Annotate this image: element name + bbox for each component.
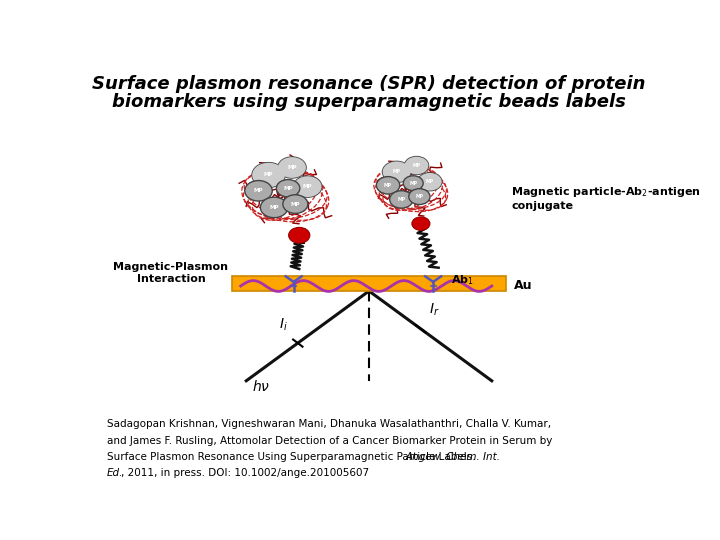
Text: MP: MP [264, 172, 274, 178]
Text: MP: MP [269, 205, 279, 210]
Text: MP: MP [291, 201, 300, 207]
Text: MP: MP [397, 197, 405, 202]
Ellipse shape [382, 161, 410, 183]
Text: MP: MP [303, 184, 312, 189]
Ellipse shape [289, 227, 310, 243]
Text: biomarkers using superparamagnetic beads labels: biomarkers using superparamagnetic beads… [112, 93, 626, 111]
Ellipse shape [278, 157, 306, 178]
Text: , 2011, in press. DOI: 10.1002/ange.201005607: , 2011, in press. DOI: 10.1002/ange.2010… [121, 468, 369, 478]
Ellipse shape [276, 180, 300, 197]
Text: MP: MP [413, 163, 420, 168]
Text: MP: MP [287, 165, 297, 170]
Text: MP: MP [426, 179, 434, 184]
Ellipse shape [377, 177, 400, 194]
Text: MP: MP [253, 188, 264, 193]
Text: MP: MP [409, 181, 418, 186]
Text: Magnetic particle-Ab$_2$-antigen
conjugate: Magnetic particle-Ab$_2$-antigen conjuga… [511, 185, 701, 211]
Text: MP: MP [392, 170, 401, 174]
Ellipse shape [405, 157, 428, 174]
Text: $I_r$: $I_r$ [429, 302, 440, 318]
Text: $h\nu$: $h\nu$ [252, 379, 270, 394]
Text: Ab$_1$: Ab$_1$ [451, 273, 474, 287]
Text: MP: MP [384, 183, 392, 188]
Ellipse shape [403, 176, 423, 191]
Text: Ed.: Ed. [107, 468, 123, 478]
Ellipse shape [245, 180, 272, 201]
Text: MP: MP [284, 186, 293, 191]
Ellipse shape [418, 173, 441, 191]
Ellipse shape [283, 195, 308, 213]
Text: Surface Plasmon Resonance Using Superparamagnetic Particle Labels.: Surface Plasmon Resonance Using Superpar… [107, 453, 479, 462]
Ellipse shape [252, 163, 285, 187]
Bar [233, 275, 505, 292]
Text: Angew. Chem. Int.: Angew. Chem. Int. [405, 453, 500, 462]
Ellipse shape [409, 188, 430, 205]
Ellipse shape [412, 217, 430, 231]
Ellipse shape [278, 157, 306, 178]
Text: Surface plasmon resonance (SPR) detection of protein: Surface plasmon resonance (SPR) detectio… [92, 75, 646, 92]
Ellipse shape [390, 191, 413, 208]
Ellipse shape [405, 157, 428, 174]
Text: Au: Au [514, 279, 533, 292]
Ellipse shape [261, 197, 288, 218]
Ellipse shape [294, 176, 322, 197]
Text: and James F. Rusling, Attomolar Detection of a Cancer Biomarker Protein in Serum: and James F. Rusling, Attomolar Detectio… [107, 436, 552, 446]
Text: MP: MP [415, 194, 423, 199]
Ellipse shape [294, 176, 322, 197]
Ellipse shape [382, 161, 410, 183]
Text: $I_i$: $I_i$ [279, 316, 288, 333]
Text: Magnetic-Plasmon
Interaction: Magnetic-Plasmon Interaction [114, 262, 228, 284]
Text: Sadagopan Krishnan, Vigneshwaran Mani, Dhanuka Wasalathanthri, Challa V. Kumar,: Sadagopan Krishnan, Vigneshwaran Mani, D… [107, 419, 551, 429]
Ellipse shape [418, 173, 441, 191]
Ellipse shape [252, 163, 285, 187]
